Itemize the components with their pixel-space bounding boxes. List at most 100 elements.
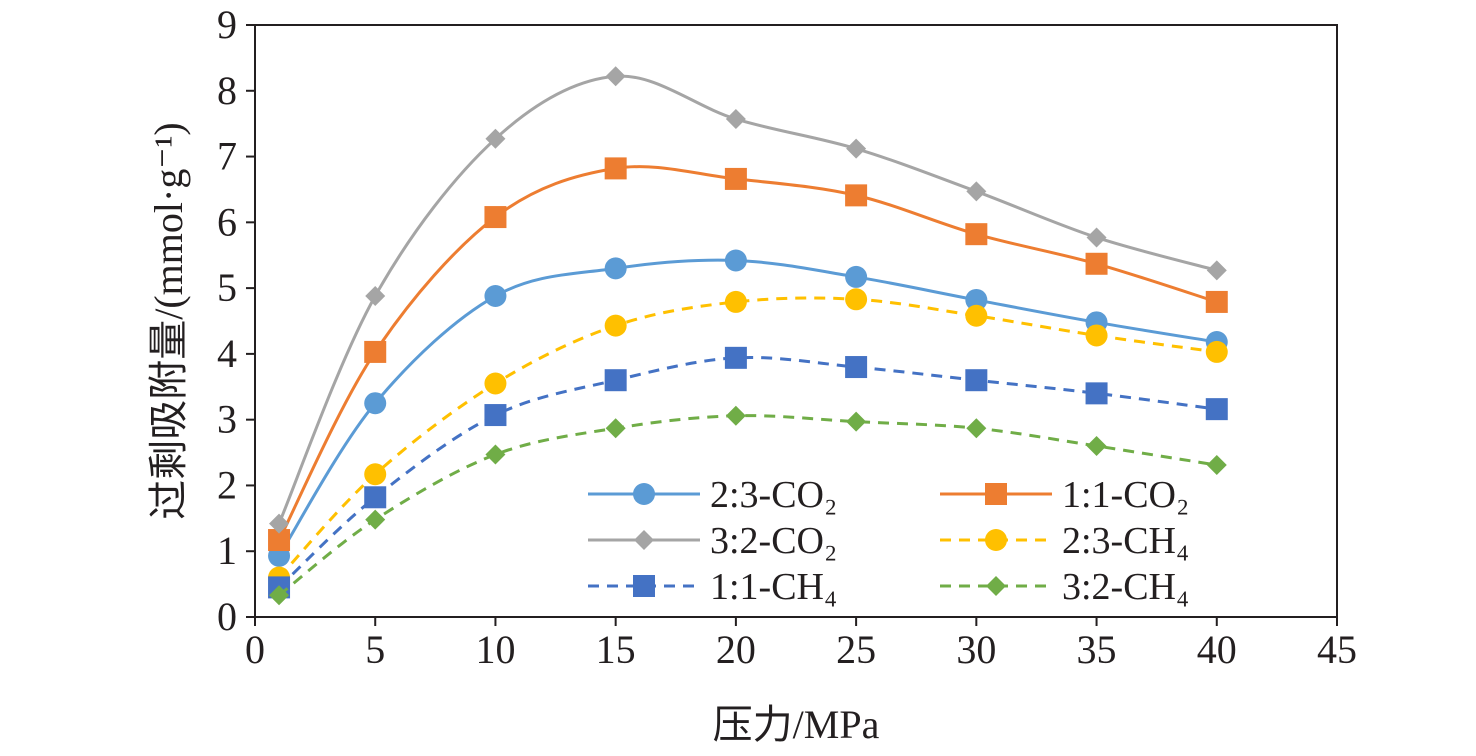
legend-item: 2:3-CH₄ <box>940 520 1189 562</box>
data-point <box>724 249 747 272</box>
x-tick-label: 15 <box>596 627 636 672</box>
data-point <box>605 66 626 87</box>
legend-item: 3:2-CH₄ <box>940 566 1189 608</box>
data-point <box>965 304 988 327</box>
data-point <box>364 486 387 509</box>
data-point <box>364 392 387 415</box>
data-point <box>605 418 626 439</box>
y-axis-label: 过剩吸附量/(mmol·g⁻¹) <box>146 122 191 520</box>
y-axis-ticks: 0 1 2 3 4 5 6 7 8 9 <box>217 2 255 639</box>
data-point <box>845 356 868 379</box>
y-tick-label: 6 <box>217 199 237 244</box>
data-point <box>365 286 386 307</box>
data-point <box>965 369 988 392</box>
data-point <box>724 167 747 190</box>
x-tick-label: 35 <box>1077 627 1117 672</box>
data-point <box>485 444 506 465</box>
legend: 2:3-CO₂ 1:1-CO₂ 3:2-CO₂ 2:3-CH₄ 1:1-CH₄ 3:2-C… <box>588 474 1189 608</box>
data-point <box>1085 324 1108 347</box>
data-point <box>484 285 507 308</box>
x-tick-label: 45 <box>1317 627 1357 672</box>
plot-area <box>254 24 1338 618</box>
data-point <box>1086 227 1107 248</box>
plot-frame <box>254 24 1338 618</box>
data-point <box>845 184 868 207</box>
data-point <box>724 346 747 369</box>
data-point <box>364 340 387 363</box>
legend-item: 1:1-CO₂ <box>940 474 1189 516</box>
data-point <box>966 181 987 202</box>
series-5 <box>268 346 1228 599</box>
data-point <box>604 369 627 392</box>
data-point <box>484 372 507 395</box>
legend-marker <box>634 530 654 550</box>
x-tick-label: 5 <box>365 627 385 672</box>
data-point <box>1206 455 1227 476</box>
data-point <box>268 529 291 552</box>
x-tick-label: 20 <box>716 627 756 672</box>
legend-label: 3:2-CH₄ <box>1062 566 1189 608</box>
y-tick-label: 7 <box>217 134 237 179</box>
data-point <box>965 223 988 246</box>
series-line <box>277 165 1218 541</box>
data-point <box>966 418 987 439</box>
series-layer <box>268 66 1228 606</box>
data-point <box>1205 290 1228 313</box>
legend-label: 1:1-CH₄ <box>710 566 837 608</box>
series-4 <box>268 288 1228 589</box>
data-point <box>1206 260 1227 281</box>
y-tick-label: 3 <box>217 397 237 442</box>
data-point <box>269 585 290 606</box>
y-tick-label: 2 <box>217 462 237 507</box>
x-tick-label: 10 <box>475 627 515 672</box>
x-tick-label: 25 <box>836 627 876 672</box>
series-3 <box>269 66 1227 534</box>
data-point <box>365 509 386 530</box>
y-tick-label: 4 <box>217 331 237 376</box>
series-line <box>277 296 1217 579</box>
data-point <box>845 265 868 288</box>
data-point <box>1085 252 1108 275</box>
x-axis-label: 压力/MPa <box>713 702 880 747</box>
legend-item: 2:3-CO₂ <box>588 474 837 516</box>
x-tick-label: 40 <box>1197 627 1237 672</box>
series-2 <box>268 157 1228 552</box>
data-point <box>1205 398 1228 421</box>
y-tick-label: 9 <box>217 2 237 47</box>
data-point <box>725 405 746 426</box>
y-tick-label: 5 <box>217 265 237 310</box>
legend-label: 3:2-CO₂ <box>710 520 837 562</box>
series-line <box>277 74 1218 525</box>
data-point <box>725 109 746 130</box>
x-tick-label: 0 <box>245 627 265 672</box>
legend-marker <box>985 529 1007 551</box>
x-axis-ticks: 0 5 10 15 20 25 30 35 40 45 <box>245 617 1357 672</box>
x-tick-label: 30 <box>956 627 996 672</box>
legend-label: 2:3-CH₄ <box>1062 520 1189 562</box>
data-point <box>845 288 868 311</box>
data-point <box>846 138 867 159</box>
legend-item: 3:2-CO₂ <box>588 520 837 562</box>
data-point <box>724 290 747 313</box>
data-point <box>1086 435 1107 456</box>
data-point <box>965 288 988 311</box>
legend-marker <box>986 576 1006 596</box>
legend-marker <box>633 483 655 505</box>
data-point <box>604 314 627 337</box>
data-point <box>364 463 387 486</box>
data-point <box>1205 340 1228 363</box>
legend-marker <box>985 483 1007 505</box>
data-point <box>484 404 507 427</box>
data-point <box>484 206 507 229</box>
data-point <box>269 513 290 534</box>
legend-label: 2:3-CO₂ <box>710 474 837 516</box>
y-tick-label: 1 <box>217 528 237 573</box>
legend-marker <box>633 575 655 597</box>
y-tick-label: 0 <box>217 594 237 639</box>
y-tick-label: 8 <box>217 68 237 113</box>
legend-item: 1:1-CH₄ <box>588 566 837 608</box>
data-point <box>485 128 506 149</box>
series-6 <box>269 405 1227 606</box>
data-point <box>604 257 627 280</box>
